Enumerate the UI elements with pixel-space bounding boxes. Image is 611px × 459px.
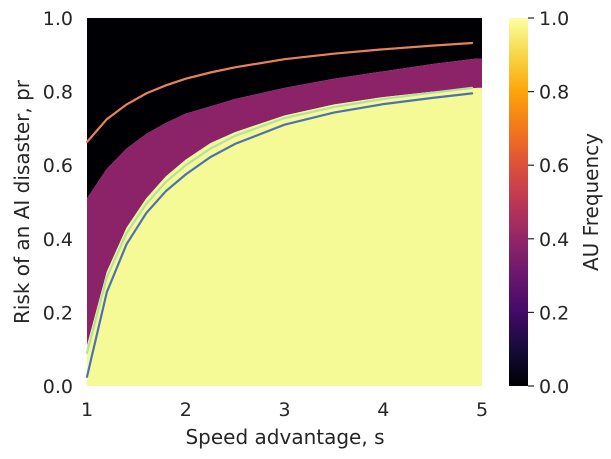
colorbar-tick-label: 0.8: [539, 82, 569, 104]
colorbar-label: AU Frequency: [579, 133, 603, 271]
x-tick-label: 3: [278, 399, 290, 421]
x-axis: 1 2 3 4 5: [81, 399, 488, 421]
x-tick-label: 1: [81, 399, 93, 421]
y-tick-label: 0.2: [43, 302, 73, 324]
green-curve: [85, 86, 474, 354]
region-black: [87, 18, 482, 199]
y-tick-label: 0.4: [43, 229, 73, 251]
colorbar-tick-label: 0.0: [539, 376, 569, 398]
blue-curve: [85, 92, 474, 378]
y-tick-label: 1.0: [43, 8, 73, 30]
orange-curve: [85, 41, 474, 144]
colorbar: 0.0 0.2 0.4 0.6 0.8 1.0: [509, 8, 569, 398]
region-yellow: [87, 87, 482, 387]
y-axis-label: Risk of an AI disaster, pr: [10, 79, 34, 324]
colorbar-tick-label: 0.2: [539, 302, 569, 324]
plot-area: [85, 18, 482, 387]
x-axis-label: Speed advantage, s: [185, 425, 384, 449]
region-purple: [87, 58, 482, 346]
x-tick-label: 5: [476, 399, 488, 421]
colorbar-tick-label: 0.4: [539, 229, 569, 251]
colorbar-tick-label: 1.0: [539, 8, 569, 30]
y-tick-label: 0.8: [43, 82, 73, 104]
y-axis: 0.0 0.2 0.4 0.6 0.8 1.0: [43, 8, 73, 398]
y-tick-label: 0.6: [43, 155, 73, 177]
colorbar-tick-label: 0.6: [539, 155, 569, 177]
y-tick-label: 0.0: [43, 376, 73, 398]
x-tick-label: 4: [377, 399, 389, 421]
colorbar-gradient: [509, 18, 528, 386]
x-tick-label: 2: [180, 399, 192, 421]
